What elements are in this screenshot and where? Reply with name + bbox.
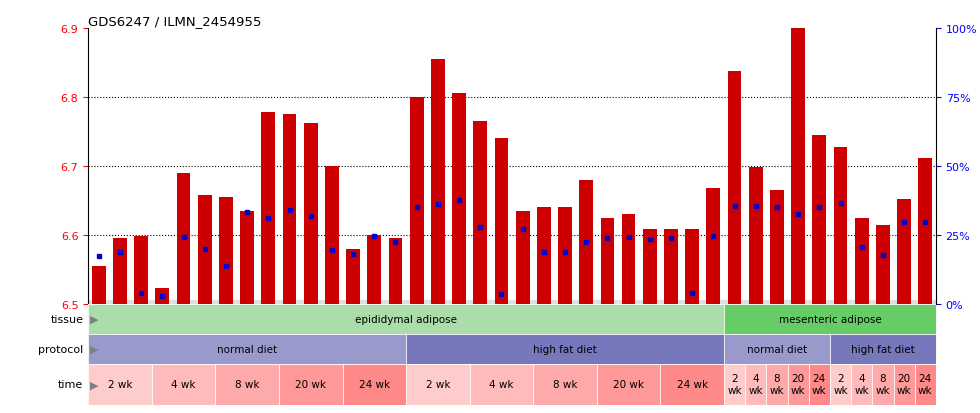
Bar <box>788 364 808 405</box>
Text: normal diet: normal diet <box>218 344 277 354</box>
Text: ▶: ▶ <box>90 344 99 354</box>
Bar <box>406 334 724 364</box>
Bar <box>410 98 423 304</box>
Text: 2 wk: 2 wk <box>425 379 450 389</box>
Text: protocol: protocol <box>38 344 83 354</box>
Bar <box>216 364 279 405</box>
Bar <box>770 190 784 304</box>
Text: high fat diet: high fat diet <box>533 344 597 354</box>
Bar <box>728 71 742 304</box>
Bar <box>88 364 152 405</box>
Text: 4
wk: 4 wk <box>749 373 763 395</box>
Bar <box>724 304 936 334</box>
Text: 20
wk: 20 wk <box>897 373 911 395</box>
Bar <box>597 364 661 405</box>
Bar <box>851 364 872 405</box>
Bar <box>389 239 403 304</box>
Bar <box>152 364 216 405</box>
Text: 4 wk: 4 wk <box>489 379 514 389</box>
Bar <box>220 197 233 304</box>
Bar <box>495 139 509 304</box>
Bar <box>766 364 788 405</box>
Bar <box>914 364 936 405</box>
Text: 8
wk: 8 wk <box>769 373 784 395</box>
Bar <box>579 180 593 304</box>
Bar <box>452 94 466 304</box>
Text: 20
wk: 20 wk <box>791 373 806 395</box>
Bar <box>830 364 851 405</box>
Bar <box>325 166 339 304</box>
Bar <box>745 364 766 405</box>
Bar <box>282 115 296 304</box>
Bar <box>791 26 805 304</box>
Bar <box>92 266 106 304</box>
Bar <box>279 364 342 405</box>
Bar <box>113 239 126 304</box>
Text: 8
wk: 8 wk <box>875 373 890 395</box>
Bar <box>368 235 381 304</box>
Text: 24
wk: 24 wk <box>918 373 933 395</box>
Bar <box>724 334 830 364</box>
Text: 2
wk: 2 wk <box>833 373 848 395</box>
Bar <box>198 195 212 304</box>
Bar <box>537 208 551 304</box>
Bar <box>749 168 762 304</box>
Bar <box>664 230 678 304</box>
Bar <box>830 334 936 364</box>
Bar <box>346 249 360 304</box>
Text: 24 wk: 24 wk <box>359 379 390 389</box>
Bar <box>262 113 275 304</box>
Bar <box>533 364 597 405</box>
Text: tissue: tissue <box>50 314 83 324</box>
Text: 8 wk: 8 wk <box>235 379 260 389</box>
Bar <box>88 334 406 364</box>
Bar <box>894 364 914 405</box>
Text: 20 wk: 20 wk <box>613 379 644 389</box>
Text: 24 wk: 24 wk <box>676 379 708 389</box>
Text: 8 wk: 8 wk <box>553 379 577 389</box>
Bar <box>156 288 170 304</box>
Bar <box>515 211 529 304</box>
Bar <box>88 304 724 334</box>
Text: high fat diet: high fat diet <box>851 344 914 354</box>
Bar <box>406 364 469 405</box>
Text: mesenteric adipose: mesenteric adipose <box>778 314 881 324</box>
Text: 4 wk: 4 wk <box>172 379 196 389</box>
Bar <box>918 158 932 304</box>
Text: 2 wk: 2 wk <box>108 379 132 389</box>
Bar <box>685 230 699 304</box>
Bar <box>343 364 406 405</box>
Text: GDS6247 / ILMN_2454955: GDS6247 / ILMN_2454955 <box>88 15 262 28</box>
Text: ▶: ▶ <box>90 379 99 389</box>
Bar <box>707 188 720 304</box>
Bar <box>812 135 826 304</box>
Bar <box>643 230 657 304</box>
Bar <box>176 173 190 304</box>
Bar <box>601 218 614 304</box>
Bar <box>876 225 890 304</box>
Bar <box>661 364 724 405</box>
Bar <box>469 364 533 405</box>
Bar <box>898 199 911 304</box>
Text: 24
wk: 24 wk <box>812 373 827 395</box>
Text: 20 wk: 20 wk <box>295 379 326 389</box>
Bar <box>855 218 868 304</box>
Bar <box>473 122 487 304</box>
Bar <box>621 215 635 304</box>
Bar <box>808 364 830 405</box>
Text: 4
wk: 4 wk <box>855 373 869 395</box>
Bar <box>872 364 894 405</box>
Bar <box>431 60 445 304</box>
Bar <box>834 147 848 304</box>
Bar <box>240 212 254 304</box>
Text: epididymal adipose: epididymal adipose <box>355 314 457 324</box>
Bar <box>304 124 318 304</box>
Bar <box>134 237 148 304</box>
Text: ▶: ▶ <box>90 314 99 324</box>
Bar <box>724 364 745 405</box>
Bar <box>559 208 572 304</box>
Text: time: time <box>58 379 83 389</box>
Text: normal diet: normal diet <box>747 344 807 354</box>
Text: 2
wk: 2 wk <box>727 373 742 395</box>
